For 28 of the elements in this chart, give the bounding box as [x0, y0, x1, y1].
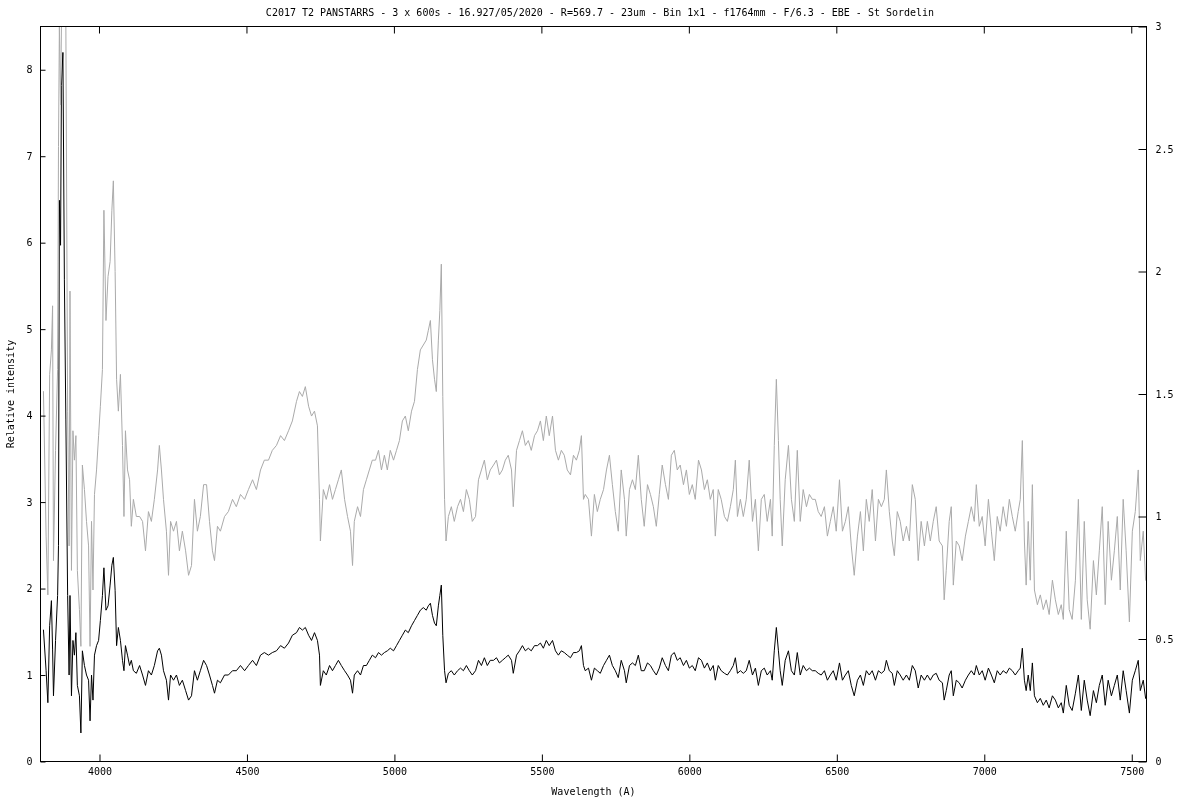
- y-tick-label: 2: [26, 583, 33, 595]
- y2-tick-label: 2: [1155, 266, 1162, 278]
- x-tick-label: 5000: [382, 765, 407, 777]
- y2-tick-label: 3: [1155, 21, 1162, 33]
- x-tick-label: 7000: [972, 765, 997, 777]
- x-tick-label: 4000: [87, 765, 113, 777]
- x-tick-label: 7500: [1120, 765, 1145, 777]
- y-axis-title: Relative intensity: [5, 339, 16, 449]
- y-tick-label: 7: [26, 150, 33, 162]
- x-tick-label: 4500: [235, 765, 260, 777]
- y2-tick-label: 0: [1155, 756, 1162, 768]
- y-tick-label: 1: [26, 669, 33, 681]
- y2-tick-label: 1.5: [1155, 388, 1174, 400]
- line-series: [42, 26, 1147, 647]
- x-tick-label: 5500: [530, 765, 555, 777]
- x-tick-label: 6000: [677, 765, 702, 777]
- y2-tick-label: 0.5: [1155, 633, 1174, 645]
- x-axis-title: Wavelength (A): [551, 786, 636, 797]
- y2-tick-label: 2.5: [1155, 143, 1174, 155]
- y2-tick-label: 1: [1155, 511, 1162, 523]
- y-tick-label: 3: [26, 496, 33, 508]
- chart-title: C2017 T2 PANSTARRS - 3 x 600s - 16.927/05/2020 - R=569.7 - 23um - Bin 1x1 - f1764mm - F/6.3 - EBE - St Sordelin: [265, 7, 935, 18]
- x-tick-label: 6500: [825, 765, 850, 777]
- y-tick-label: 6: [26, 237, 33, 249]
- y-tick-label: 4: [26, 410, 33, 422]
- y-tick-label: 5: [26, 323, 33, 335]
- y-tick-label: 8: [26, 64, 33, 76]
- y-tick-label: 0: [26, 756, 33, 768]
